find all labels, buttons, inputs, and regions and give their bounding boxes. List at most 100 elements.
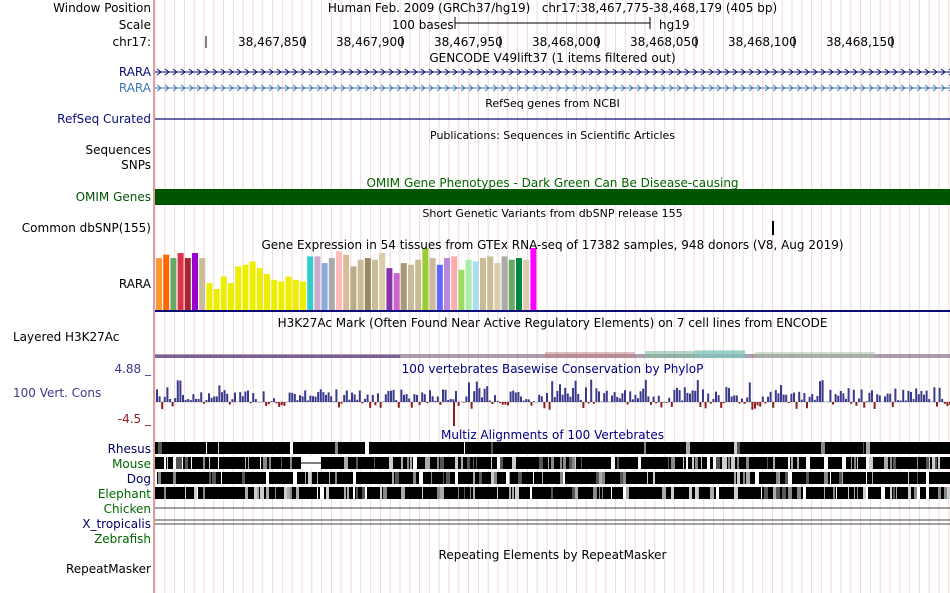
gtex-tissue-bar[interactable]	[213, 289, 220, 310]
gtex-tissue-bar[interactable]	[501, 256, 508, 310]
track-image-area[interactable]: Human Feb. 2009 (GRCh37/hg19) chr17:38,4…	[155, 0, 950, 593]
species-label-rhesus[interactable]: Rhesus	[107, 442, 151, 456]
gencode-transcript-1[interactable]	[155, 68, 950, 76]
strand-chevron	[724, 84, 730, 92]
gtex-tissue-bar[interactable]	[494, 263, 501, 310]
gtex-tissue-bar[interactable]	[415, 259, 422, 310]
phylop-bar	[176, 380, 179, 402]
h3k27ac-signal[interactable]	[155, 350, 950, 358]
gtex-tissue-bar[interactable]	[350, 266, 357, 310]
gtex-tissue-bar[interactable]	[314, 256, 321, 310]
gtex-tissue-bar[interactable]	[379, 253, 386, 310]
gtex-gene-label[interactable]: RARA	[118, 277, 151, 291]
gtex-tissue-bar[interactable]	[516, 258, 522, 310]
snps-label[interactable]: SNPs	[121, 158, 151, 172]
gtex-tissue-bar[interactable]	[393, 273, 400, 310]
dbsnp-variant-marker[interactable]	[772, 221, 774, 235]
phylop-bar	[650, 402, 652, 405]
gtex-tissue-bar[interactable]	[192, 253, 198, 310]
repeatmasker-label[interactable]: RepeatMasker	[65, 562, 151, 576]
gtex-tissue-bar[interactable]	[523, 259, 530, 310]
gtex-tissue-bar[interactable]	[328, 258, 335, 310]
strand-chevron	[332, 68, 338, 76]
gtex-tissue-bar[interactable]	[307, 256, 314, 310]
strand-chevron	[436, 84, 442, 92]
gtex-tissue-bar[interactable]	[458, 269, 465, 310]
gencode-track-label-1[interactable]: RARA	[118, 65, 151, 79]
gtex-expression-bars[interactable]	[156, 248, 537, 310]
gtex-tissue-bar[interactable]	[321, 263, 328, 310]
gtex-tissue-bar[interactable]	[177, 253, 184, 310]
alignment-gap	[206, 442, 207, 454]
gtex-tissue-bar[interactable]	[220, 276, 227, 310]
gtex-tissue-bar[interactable]	[235, 266, 242, 310]
gtex-tissue-bar[interactable]	[530, 248, 537, 310]
gtex-tissue-bar[interactable]	[206, 283, 213, 310]
gtex-tissue-bar[interactable]	[444, 258, 450, 310]
gtex-tissue-bar[interactable]	[343, 254, 350, 310]
gtex-tissue-bar[interactable]	[249, 261, 256, 310]
gtex-tissue-bar[interactable]	[264, 273, 270, 310]
vert-cons-label[interactable]: 100 Vert. Cons	[13, 386, 102, 400]
gtex-tissue-bar[interactable]	[480, 258, 486, 310]
gtex-tissue-bar[interactable]	[400, 263, 407, 310]
refseq-curated-label[interactable]: RefSeq Curated	[57, 112, 151, 126]
gtex-tissue-bar[interactable]	[372, 259, 378, 310]
gtex-tissue-bar[interactable]	[357, 259, 364, 310]
species-label-chicken[interactable]: Chicken	[103, 502, 151, 516]
strand-chevron	[892, 84, 898, 92]
species-label-dog[interactable]: Dog	[126, 472, 151, 486]
gtex-tissue-bar[interactable]	[451, 256, 458, 310]
gtex-tissue-bar[interactable]	[242, 264, 249, 310]
species-label-elephant[interactable]: Elephant	[97, 487, 151, 501]
gtex-tissue-bar[interactable]	[436, 264, 443, 310]
gtex-tissue-bar[interactable]	[487, 256, 494, 310]
strand-chevron	[436, 68, 442, 76]
alignment-gap	[428, 457, 430, 469]
sequences-label[interactable]: Sequences	[85, 143, 151, 157]
alignment-gap	[737, 442, 740, 454]
gtex-tissue-bar[interactable]	[422, 248, 429, 310]
phylop-bar	[941, 398, 944, 402]
alignment-gap	[737, 472, 740, 484]
species-label-mouse[interactable]: Mouse	[112, 457, 151, 471]
strand-chevron	[668, 68, 674, 76]
gtex-tissue-bar[interactable]	[199, 258, 206, 310]
tracks-canvas[interactable]	[155, 0, 950, 593]
gtex-tissue-bar[interactable]	[184, 258, 191, 310]
phylop-conservation-bars[interactable]	[156, 379, 950, 426]
phylop-bar	[171, 402, 174, 407]
gtex-tissue-bar[interactable]	[271, 279, 278, 310]
gtex-tissue-bar[interactable]	[292, 279, 299, 310]
gtex-tissue-bar[interactable]	[156, 258, 162, 310]
gtex-tissue-bar[interactable]	[508, 259, 515, 310]
panel-divider[interactable]	[153, 0, 155, 593]
layered-h3k27ac-label[interactable]: Layered H3K27Ac	[13, 330, 120, 344]
gtex-tissue-bar[interactable]	[336, 251, 342, 310]
species-label-zebrafish[interactable]: Zebrafish	[94, 532, 151, 546]
multiz-alignment-blocks[interactable]	[155, 442, 950, 499]
gtex-tissue-bar[interactable]	[408, 264, 414, 310]
omim-gene-bar[interactable]	[155, 189, 950, 205]
gtex-tissue-bar[interactable]	[170, 258, 177, 310]
gtex-tissue-bar[interactable]	[386, 268, 393, 310]
gencode-track-label-2[interactable]: RARA	[118, 81, 151, 95]
omim-genes-label[interactable]: OMIM Genes	[75, 190, 151, 204]
gtex-tissue-bar[interactable]	[472, 261, 479, 310]
gtex-tissue-bar[interactable]	[429, 258, 436, 310]
gtex-tissue-bar[interactable]	[163, 254, 170, 310]
alignment-gap	[848, 487, 849, 499]
strand-chevron	[844, 84, 850, 92]
gtex-tissue-bar[interactable]	[465, 259, 472, 310]
gtex-tissue-bar[interactable]	[364, 258, 371, 310]
common-dbsnp-label[interactable]: Common dbSNP(155)	[21, 221, 151, 235]
gtex-tissue-bar[interactable]	[228, 283, 234, 310]
gtex-tissue-bar[interactable]	[256, 268, 263, 310]
strand-chevron	[172, 68, 178, 76]
gtex-tissue-bar[interactable]	[300, 281, 306, 310]
gtex-tissue-bar[interactable]	[278, 281, 285, 310]
species-label-xtropicalis[interactable]: X_tropicalis	[82, 517, 151, 531]
gencode-transcript-2[interactable]	[155, 84, 950, 92]
gtex-tissue-bar[interactable]	[285, 276, 292, 310]
alignment-gap	[866, 472, 867, 484]
